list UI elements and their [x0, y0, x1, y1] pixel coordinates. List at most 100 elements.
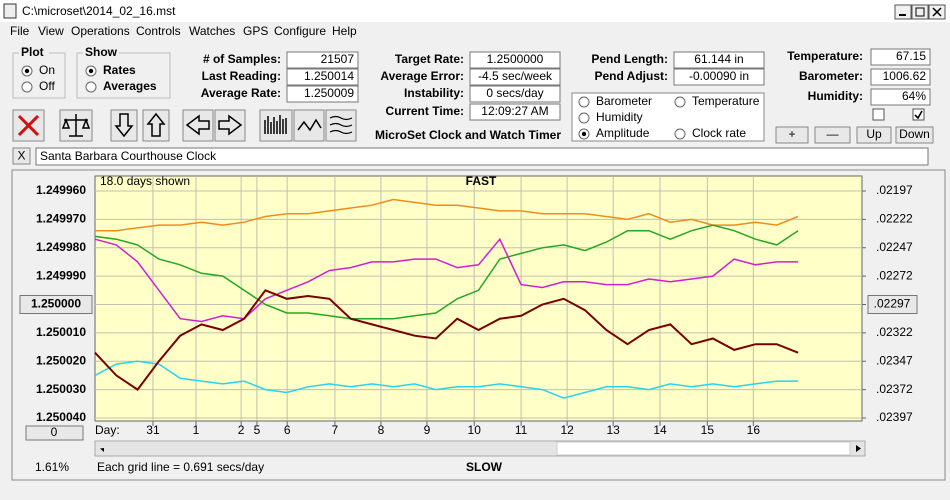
- button-label: Down: [899, 127, 930, 141]
- button[interactable]: [814, 126, 851, 144]
- x-tick-label: 5: [254, 423, 261, 437]
- radio-label: Averages: [103, 79, 157, 93]
- x-tick-label: 9: [424, 423, 431, 437]
- scroll-thumb[interactable]: [556, 441, 851, 456]
- y-tick-label: 1.249970: [36, 212, 86, 226]
- y-tick-label: 1.250030: [36, 382, 86, 396]
- maximize-button[interactable]: [911, 4, 929, 20]
- checkbox[interactable]: [872, 108, 885, 121]
- legend-label: Clock rate: [692, 126, 746, 140]
- window-controls[interactable]: [894, 4, 946, 20]
- radio-dot: [88, 68, 94, 74]
- radio-label: Rates: [103, 63, 136, 77]
- right-button[interactable]: [214, 109, 246, 142]
- field-box: [870, 88, 931, 106]
- field-label: Average Rate:: [201, 86, 281, 100]
- legend-box: [571, 92, 765, 142]
- radio-button[interactable]: [578, 112, 590, 124]
- tick-button[interactable]: [19, 295, 93, 314]
- y-tick-label: 1.249980: [36, 240, 86, 254]
- radio-dot: [581, 131, 587, 137]
- menu-item: File: [10, 24, 30, 38]
- field-value: 21507: [321, 52, 355, 66]
- radio-button[interactable]: [674, 128, 686, 140]
- button-label: —: [827, 127, 839, 141]
- field-label: Pend Adjust:: [594, 69, 668, 83]
- menu-item: Configure: [274, 24, 326, 38]
- series-line: [94, 360, 799, 399]
- field-box: [469, 68, 561, 86]
- field-box: [870, 48, 931, 66]
- y-tick-label: 1.250000: [31, 297, 81, 311]
- x-tick-label: 16: [747, 423, 761, 437]
- grid-note: Each grid line = 0.691 secs/day: [97, 460, 264, 474]
- day-label: Day:: [95, 423, 120, 437]
- series-line: [94, 289, 799, 391]
- legend-label: Humidity: [596, 110, 643, 124]
- down-icon: [114, 113, 134, 138]
- y-tick-label: 1.249990: [36, 268, 86, 282]
- field-label: Current Time:: [386, 104, 464, 118]
- minimize-button[interactable]: [894, 4, 912, 20]
- slow-label: SLOW: [466, 460, 503, 474]
- checkbox[interactable]: [912, 108, 925, 121]
- field-label: Target Rate:: [395, 52, 464, 66]
- menu-item: Controls: [136, 24, 181, 38]
- field-box: [870, 68, 931, 86]
- y2-tick-label: .02247: [876, 240, 913, 254]
- field-label: # of Samples:: [203, 52, 281, 66]
- app-name: MicroSet Clock and Watch Timer: [375, 128, 561, 142]
- right-icon: [218, 114, 243, 136]
- y2-tick-label: .02322: [876, 325, 913, 339]
- field-box: [286, 51, 359, 69]
- x-tick-label: 31: [146, 423, 160, 437]
- offset-button[interactable]: [25, 425, 84, 441]
- x-tick-label: 13: [606, 423, 620, 437]
- button[interactable]: [775, 126, 809, 144]
- y2-tick-label: .02222: [876, 212, 913, 226]
- tick-button[interactable]: [867, 295, 918, 314]
- y-tick-label: 1.250020: [36, 353, 86, 367]
- y-tick-label: 1.250010: [36, 325, 86, 339]
- close-glyph: [932, 7, 942, 17]
- field-value: 64%: [902, 89, 926, 103]
- wave-icon: [297, 118, 322, 132]
- button[interactable]: [895, 126, 934, 144]
- clock-name-field[interactable]: [35, 147, 929, 166]
- radio-button[interactable]: [21, 81, 33, 93]
- button[interactable]: [856, 126, 892, 144]
- field-value: 1006.62: [883, 69, 927, 83]
- menu-item: Watches: [189, 24, 235, 38]
- field-box: [286, 85, 359, 103]
- field-label: Last Reading:: [202, 69, 281, 83]
- y2-tick-label: .02347: [876, 353, 913, 367]
- field-box: [469, 51, 561, 69]
- offset-button-label: 0: [51, 425, 58, 439]
- field-value: 0 secs/day: [486, 86, 543, 100]
- bars-icon: [264, 115, 287, 134]
- series-line: [94, 224, 799, 320]
- field-box: [673, 51, 765, 69]
- y2-tick-label: .02397: [876, 410, 913, 424]
- scroll-right[interactable]: [856, 445, 861, 452]
- radio-button[interactable]: [674, 96, 686, 108]
- radio-label: Off: [39, 79, 55, 93]
- radio-button[interactable]: [578, 96, 590, 108]
- legend-label: Amplitude: [596, 126, 650, 140]
- field-box: [286, 68, 359, 86]
- maximize-glyph: [915, 7, 925, 17]
- scroll-left[interactable]: [100, 448, 104, 452]
- field-label: Temperature:: [787, 49, 863, 63]
- radio-button[interactable]: [85, 81, 97, 93]
- field-box: [469, 85, 561, 103]
- field-value: -4.5 sec/week: [478, 69, 553, 83]
- menu-item: Operations: [71, 24, 130, 38]
- field-value: -0.00090 in: [689, 69, 749, 83]
- fast-label: FAST: [466, 174, 497, 188]
- group-title-bg: [83, 47, 119, 59]
- percent: 1.61%: [35, 460, 69, 474]
- close-clock-button[interactable]: [12, 147, 31, 165]
- menu-item: Help: [332, 24, 357, 38]
